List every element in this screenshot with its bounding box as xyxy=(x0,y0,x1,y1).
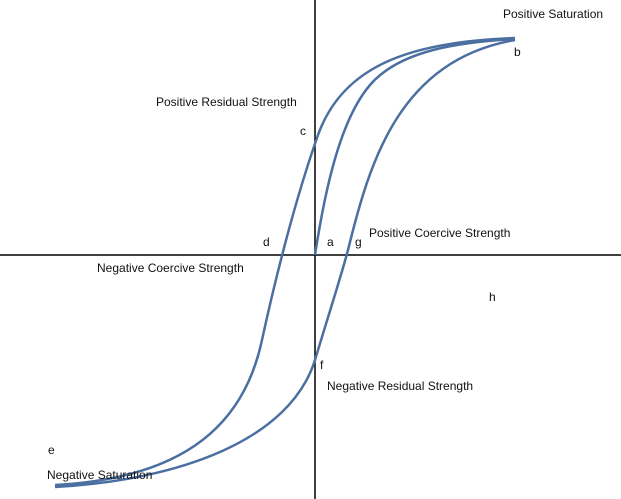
point-label: g xyxy=(355,235,362,249)
point-label: a xyxy=(327,235,334,249)
lower-branch xyxy=(54,38,516,489)
initial-curve xyxy=(313,37,516,256)
annotation: Positive Residual Strength xyxy=(156,95,297,109)
annotation: Negative Saturation xyxy=(47,468,152,482)
annotation: Negative Residual Strength xyxy=(327,379,473,393)
point-label: h xyxy=(489,290,496,304)
point-label: d xyxy=(263,235,270,249)
upper-branch xyxy=(54,36,516,487)
annotation: Positive Coercive Strength xyxy=(369,226,510,240)
point-label: f xyxy=(320,358,324,372)
annotation: Negative Coercive Strength xyxy=(97,261,244,275)
point-label: c xyxy=(300,124,306,138)
point-label: e xyxy=(48,443,55,457)
annotation: Positive Saturation xyxy=(503,7,603,21)
point-label: b xyxy=(514,45,521,59)
